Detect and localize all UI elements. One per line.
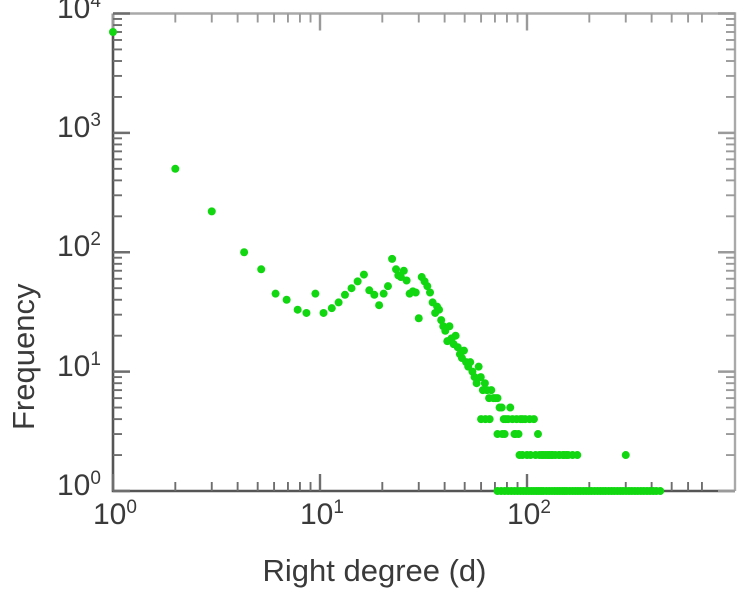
data-point <box>506 403 515 412</box>
data-point <box>480 379 489 388</box>
axis-spine-top-right <box>113 12 737 491</box>
data-point <box>437 316 446 325</box>
data-point <box>379 289 388 298</box>
data-point <box>511 430 520 439</box>
data-point <box>474 362 483 371</box>
data-point <box>411 288 420 297</box>
data-point <box>493 394 502 403</box>
data-point <box>340 290 349 299</box>
data-point <box>423 282 432 291</box>
data-point <box>445 322 454 331</box>
axis-spine-left-bottom <box>111 13 735 493</box>
data-point <box>485 415 494 424</box>
y-tick-label-0: 100 <box>57 468 101 502</box>
data-point <box>319 308 328 317</box>
data-point <box>472 379 481 388</box>
data-point-group <box>109 27 665 495</box>
y-tick-label-4: 104 <box>57 0 101 25</box>
data-point <box>240 248 249 257</box>
data-point <box>435 305 444 314</box>
data-point <box>621 451 630 460</box>
data-point <box>466 358 475 367</box>
data-point <box>526 451 535 460</box>
data-point <box>453 343 462 352</box>
x-axis-label: Right degree (d) <box>262 553 487 588</box>
x-tick-label-1: 101 <box>300 497 344 531</box>
data-point <box>257 265 266 274</box>
y-tick-label-1: 101 <box>57 348 101 383</box>
data-point <box>476 373 485 382</box>
data-point <box>383 282 392 291</box>
data-point <box>399 266 408 275</box>
data-point <box>271 289 280 298</box>
data-point <box>414 314 423 323</box>
data-point <box>293 305 302 314</box>
data-point <box>656 487 665 495</box>
data-point <box>392 265 401 274</box>
data-point <box>459 346 468 355</box>
data-point <box>426 288 435 297</box>
y-tick-label-3: 103 <box>57 109 101 144</box>
data-point <box>359 270 368 279</box>
y-axis-label: Frequency <box>6 283 41 430</box>
data-point <box>109 27 117 36</box>
data-point <box>353 277 362 286</box>
data-point <box>311 289 320 298</box>
data-point <box>470 373 479 382</box>
data-point <box>302 308 311 317</box>
data-point <box>347 284 356 293</box>
data-point <box>327 304 336 313</box>
data-point <box>375 301 384 310</box>
x-tick-label-2: 102 <box>507 497 551 531</box>
y-tick-label-2: 102 <box>57 229 101 264</box>
data-point <box>402 276 411 285</box>
data-point <box>171 164 180 173</box>
data-point <box>370 290 379 299</box>
data-point <box>529 415 538 424</box>
data-point <box>487 386 496 395</box>
data-point <box>282 295 291 304</box>
data-point <box>500 430 509 439</box>
data-point <box>573 451 582 460</box>
data-point <box>334 298 343 307</box>
data-point <box>533 430 542 439</box>
data-point <box>207 207 216 216</box>
data-point <box>388 254 397 263</box>
data-point <box>451 331 460 340</box>
data-point <box>515 451 524 460</box>
x-tick-label-0: 100 <box>93 497 137 531</box>
data-point <box>497 403 506 412</box>
